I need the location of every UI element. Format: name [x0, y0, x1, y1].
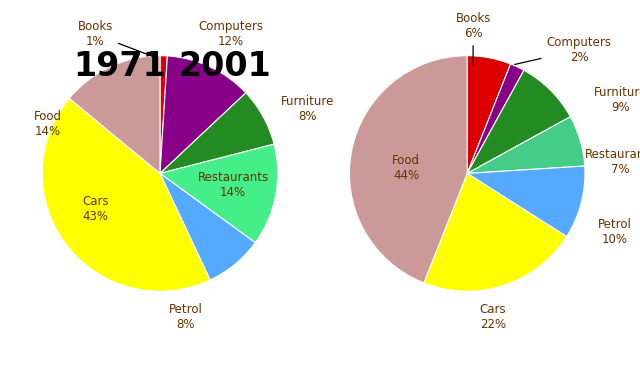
- Text: Books
1%: Books 1%: [77, 21, 157, 58]
- Text: 1971: 1971: [74, 50, 166, 83]
- Wedge shape: [160, 144, 278, 243]
- Wedge shape: [160, 93, 274, 174]
- Wedge shape: [69, 56, 160, 174]
- Text: Petrol
10%: Petrol 10%: [598, 218, 631, 246]
- Text: Restaurants
7%: Restaurants 7%: [585, 148, 640, 176]
- Text: Furniture
8%: Furniture 8%: [280, 94, 334, 123]
- Wedge shape: [467, 56, 511, 173]
- Text: 2001: 2001: [179, 50, 271, 83]
- Wedge shape: [467, 117, 585, 173]
- Wedge shape: [424, 173, 566, 291]
- Text: Spending habits of people in UK between 1971 and 2001: Spending habits of people in UK between …: [0, 346, 640, 366]
- Wedge shape: [349, 56, 467, 283]
- Text: Computers
2%: Computers 2%: [515, 36, 612, 64]
- Wedge shape: [467, 70, 570, 173]
- Text: Petrol
8%: Petrol 8%: [169, 303, 203, 331]
- Wedge shape: [160, 56, 168, 174]
- Text: Books
6%: Books 6%: [456, 12, 491, 64]
- Text: Food
44%: Food 44%: [392, 153, 420, 182]
- Text: Computers
12%: Computers 12%: [198, 21, 263, 48]
- Text: Cars
43%: Cars 43%: [82, 195, 109, 223]
- Wedge shape: [160, 56, 246, 174]
- Text: Cars
22%: Cars 22%: [480, 303, 506, 331]
- Text: Furniture
9%: Furniture 9%: [594, 86, 640, 114]
- Wedge shape: [467, 64, 524, 173]
- Text: Restaurants
14%: Restaurants 14%: [198, 171, 269, 199]
- Text: Food
14%: Food 14%: [34, 110, 62, 138]
- Wedge shape: [467, 166, 585, 237]
- Wedge shape: [42, 98, 210, 291]
- Wedge shape: [160, 174, 255, 280]
